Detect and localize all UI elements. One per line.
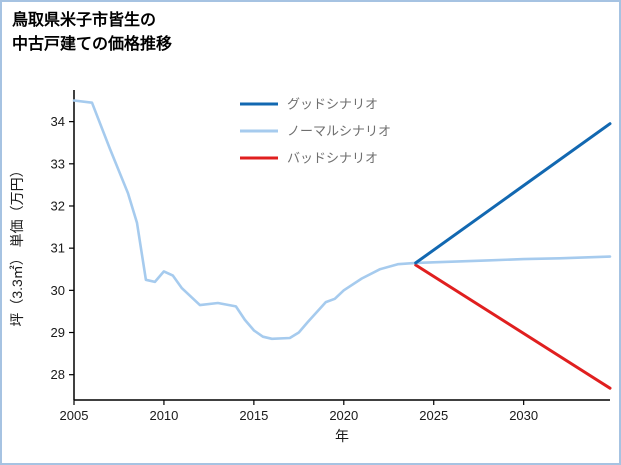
- chart-title: 鳥取県米子市皆生の 中古戸建ての価格推移: [12, 9, 172, 57]
- chart-title-line1: 鳥取県米子市皆生の: [12, 12, 157, 29]
- legend-label: ノーマルシナリオ: [287, 124, 391, 139]
- legend-label: グッドシナリオ: [287, 97, 378, 112]
- y-tick-label: 29: [51, 325, 65, 340]
- legend-label: バッドシナリオ: [287, 151, 378, 166]
- series-line-ノーマルシナリオ: [72, 99, 612, 341]
- y-axis-label: 坪（3.3㎡） 単価（万円）: [9, 163, 25, 326]
- x-axis-label: 年: [335, 428, 349, 444]
- y-tick-label: 33: [51, 156, 65, 171]
- y-tick-label: 28: [51, 367, 65, 382]
- x-tick-label: 2005: [60, 408, 89, 423]
- y-tick-label: 34: [51, 114, 65, 129]
- x-tick-label: 2025: [419, 408, 448, 423]
- series-line-グッドシナリオ: [414, 122, 612, 265]
- y-tick-label: 30: [51, 283, 65, 298]
- x-tick-label: 2010: [149, 408, 178, 423]
- x-tick-label: 2015: [239, 408, 268, 423]
- x-tick-label: 2020: [329, 408, 358, 423]
- series-line-バッドシナリオ: [414, 263, 612, 390]
- y-tick-label: 31: [51, 241, 65, 256]
- chart-title-line2: 中古戸建ての価格推移: [12, 36, 173, 53]
- x-tick-label: 2030: [509, 408, 538, 423]
- y-tick-label: 32: [51, 198, 65, 213]
